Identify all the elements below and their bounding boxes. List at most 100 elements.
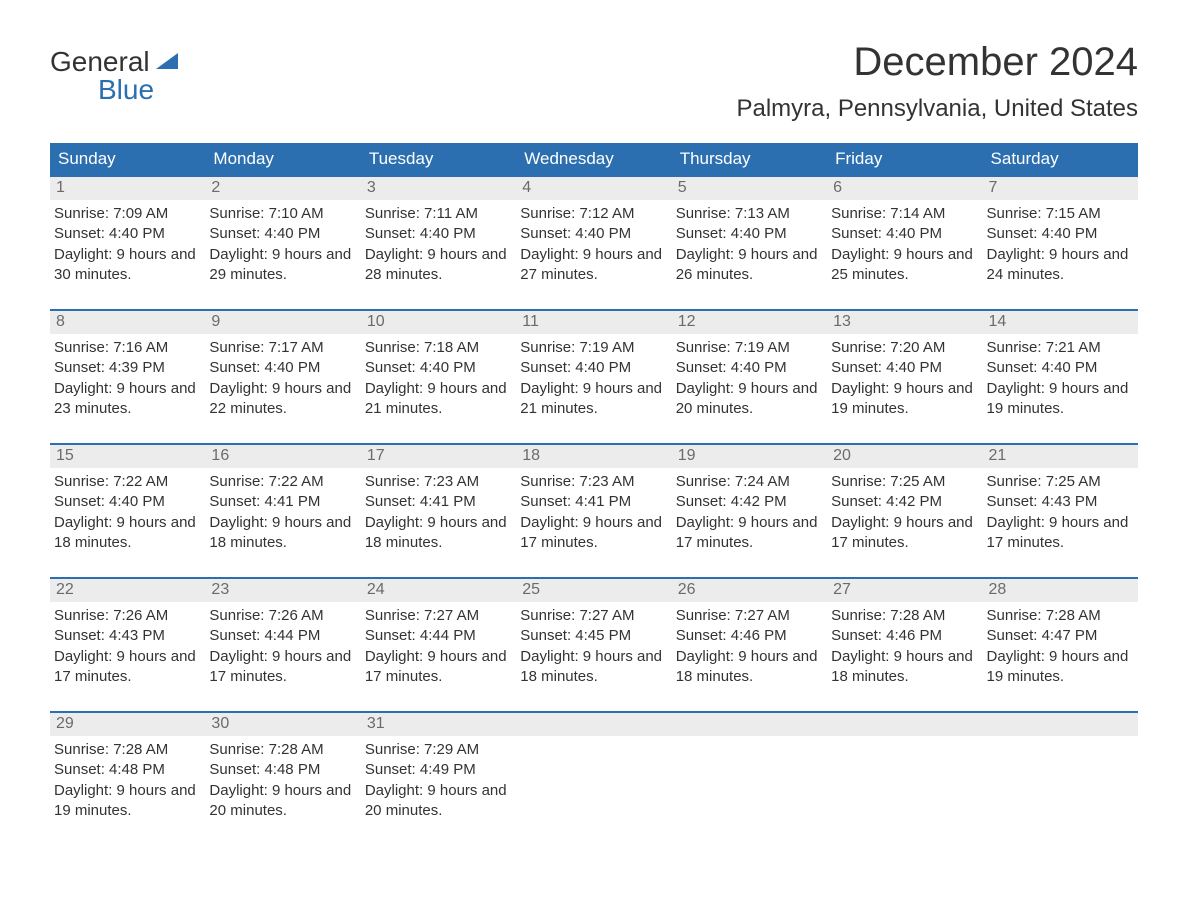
day-info: Sunrise: 7:17 AMSunset: 4:40 PMDaylight:… [205, 334, 360, 423]
day-number: 28 [983, 579, 1138, 602]
location: Palmyra, Pennsylvania, United States [736, 95, 1138, 123]
sunset-line: Sunset: 4:40 PM [676, 358, 823, 378]
sunset-line: Sunset: 4:46 PM [831, 626, 978, 646]
daylight-line: Daylight: 9 hours and 20 minutes. [676, 379, 823, 420]
sunrise-line: Sunrise: 7:14 AM [831, 204, 978, 224]
sunset-line: Sunset: 4:44 PM [209, 626, 356, 646]
sunrise-line: Sunrise: 7:29 AM [365, 740, 512, 760]
calendar-week: 8Sunrise: 7:16 AMSunset: 4:39 PMDaylight… [50, 309, 1138, 429]
sunrise-line: Sunrise: 7:10 AM [209, 204, 356, 224]
day-cell: 3Sunrise: 7:11 AMSunset: 4:40 PMDaylight… [361, 177, 516, 295]
sunrise-line: Sunrise: 7:16 AM [54, 338, 201, 358]
day-info: Sunrise: 7:23 AMSunset: 4:41 PMDaylight:… [516, 468, 671, 557]
sunset-line: Sunset: 4:43 PM [54, 626, 201, 646]
day-info: Sunrise: 7:22 AMSunset: 4:41 PMDaylight:… [205, 468, 360, 557]
day-cell: 19 Sunrise: 7:24 AMSunset: 4:42 PMDayligh… [672, 445, 827, 563]
day-header-cell: Thursday [672, 143, 827, 175]
sunset-line: Sunset: 4:41 PM [209, 492, 356, 512]
calendar-week: 29Sunrise: 7:28 AMSunset: 4:48 PMDayligh… [50, 711, 1138, 831]
daylight-line: Daylight: 9 hours and 19 minutes. [831, 379, 978, 420]
daylight-line: Daylight: 9 hours and 17 minutes. [54, 647, 201, 688]
sunset-line: Sunset: 4:42 PM [676, 492, 823, 512]
day-cell: 22Sunrise: 7:26 AMSunset: 4:43 PMDayligh… [50, 579, 205, 697]
daylight-line: Daylight: 9 hours and 17 minutes. [520, 513, 667, 554]
day-info: Sunrise: 7:28 AMSunset: 4:48 PMDaylight:… [50, 736, 205, 825]
day-number: 19 [672, 445, 827, 468]
day-cell: 1Sunrise: 7:09 AMSunset: 4:40 PMDaylight… [50, 177, 205, 295]
sunset-line: Sunset: 4:47 PM [987, 626, 1134, 646]
sunrise-line: Sunrise: 7:17 AM [209, 338, 356, 358]
day-number: 10 [361, 311, 516, 334]
day-number: 4 [516, 177, 671, 200]
daylight-line: Daylight: 9 hours and 23 minutes. [54, 379, 201, 420]
sunset-line: Sunset: 4:48 PM [209, 760, 356, 780]
day-info: Sunrise: 7:16 AMSunset: 4:39 PMDaylight:… [50, 334, 205, 423]
sunset-line: Sunset: 4:40 PM [987, 224, 1134, 244]
daylight-line: Daylight: 9 hours and 17 minutes. [987, 513, 1134, 554]
day-number: 27 [827, 579, 982, 602]
day-info: Sunrise: 7:22 AMSunset: 4:40 PMDaylight:… [50, 468, 205, 557]
day-cell: 20Sunrise: 7:25 AMSunset: 4:42 PMDayligh… [827, 445, 982, 563]
day-number: 13 [827, 311, 982, 334]
daylight-line: Daylight: 9 hours and 18 minutes. [365, 513, 512, 554]
sunrise-line: Sunrise: 7:11 AM [365, 204, 512, 224]
day-info: Sunrise: 7:19 AMSunset: 4:40 PMDaylight:… [672, 334, 827, 423]
day-number: 15 [50, 445, 205, 468]
sunrise-line: Sunrise: 7:13 AM [676, 204, 823, 224]
sunset-line: Sunset: 4:41 PM [520, 492, 667, 512]
day-cell: 18Sunrise: 7:23 AMSunset: 4:41 PMDayligh… [516, 445, 671, 563]
daylight-line: Daylight: 9 hours and 24 minutes. [987, 245, 1134, 286]
daylight-line: Daylight: 9 hours and 22 minutes. [209, 379, 356, 420]
day-number: 20 [827, 445, 982, 468]
sunset-line: Sunset: 4:40 PM [365, 224, 512, 244]
day-number [516, 713, 671, 736]
day-cell [516, 713, 671, 831]
daylight-line: Daylight: 9 hours and 19 minutes. [54, 781, 201, 822]
calendar-week: 1Sunrise: 7:09 AMSunset: 4:40 PMDaylight… [50, 175, 1138, 295]
day-number: 12 [672, 311, 827, 334]
sunrise-line: Sunrise: 7:19 AM [676, 338, 823, 358]
sunset-line: Sunset: 4:40 PM [520, 358, 667, 378]
day-number [672, 713, 827, 736]
day-info: Sunrise: 7:29 AMSunset: 4:49 PMDaylight:… [361, 736, 516, 825]
day-cell: 7Sunrise: 7:15 AMSunset: 4:40 PMDaylight… [983, 177, 1138, 295]
sunset-line: Sunset: 4:40 PM [209, 224, 356, 244]
day-number: 16 [205, 445, 360, 468]
daylight-line: Daylight: 9 hours and 18 minutes. [831, 647, 978, 688]
daylight-line: Daylight: 9 hours and 21 minutes. [365, 379, 512, 420]
sunset-line: Sunset: 4:44 PM [365, 626, 512, 646]
day-info: Sunrise: 7:10 AMSunset: 4:40 PMDaylight:… [205, 200, 360, 289]
day-number: 7 [983, 177, 1138, 200]
day-number [827, 713, 982, 736]
sunrise-line: Sunrise: 7:24 AM [676, 472, 823, 492]
day-number: 23 [205, 579, 360, 602]
sunrise-line: Sunrise: 7:23 AM [365, 472, 512, 492]
daylight-line: Daylight: 9 hours and 21 minutes. [520, 379, 667, 420]
sunrise-line: Sunrise: 7:23 AM [520, 472, 667, 492]
calendar-week: 22Sunrise: 7:26 AMSunset: 4:43 PMDayligh… [50, 577, 1138, 697]
sunrise-line: Sunrise: 7:27 AM [520, 606, 667, 626]
day-info: Sunrise: 7:26 AMSunset: 4:44 PMDaylight:… [205, 602, 360, 691]
day-info: Sunrise: 7:25 AMSunset: 4:42 PMDaylight:… [827, 468, 982, 557]
daylight-line: Daylight: 9 hours and 19 minutes. [987, 379, 1134, 420]
sunrise-line: Sunrise: 7:27 AM [676, 606, 823, 626]
day-cell: 23Sunrise: 7:26 AMSunset: 4:44 PMDayligh… [205, 579, 360, 697]
daylight-line: Daylight: 9 hours and 17 minutes. [676, 513, 823, 554]
sunrise-line: Sunrise: 7:09 AM [54, 204, 201, 224]
daylight-line: Daylight: 9 hours and 18 minutes. [676, 647, 823, 688]
daylight-line: Daylight: 9 hours and 18 minutes. [520, 647, 667, 688]
day-info: Sunrise: 7:18 AMSunset: 4:40 PMDaylight:… [361, 334, 516, 423]
sunset-line: Sunset: 4:40 PM [676, 224, 823, 244]
day-header-cell: Monday [205, 143, 360, 175]
day-info: Sunrise: 7:21 AMSunset: 4:40 PMDaylight:… [983, 334, 1138, 423]
day-cell: 4Sunrise: 7:12 AMSunset: 4:40 PMDaylight… [516, 177, 671, 295]
sunrise-line: Sunrise: 7:28 AM [209, 740, 356, 760]
day-info: Sunrise: 7:27 AMSunset: 4:46 PMDaylight:… [672, 602, 827, 691]
sunrise-line: Sunrise: 7:27 AM [365, 606, 512, 626]
daylight-line: Daylight: 9 hours and 26 minutes. [676, 245, 823, 286]
day-cell: 5Sunrise: 7:13 AMSunset: 4:40 PMDaylight… [672, 177, 827, 295]
day-number: 8 [50, 311, 205, 334]
daylight-line: Daylight: 9 hours and 25 minutes. [831, 245, 978, 286]
day-number: 14 [983, 311, 1138, 334]
day-info: Sunrise: 7:14 AMSunset: 4:40 PMDaylight:… [827, 200, 982, 289]
